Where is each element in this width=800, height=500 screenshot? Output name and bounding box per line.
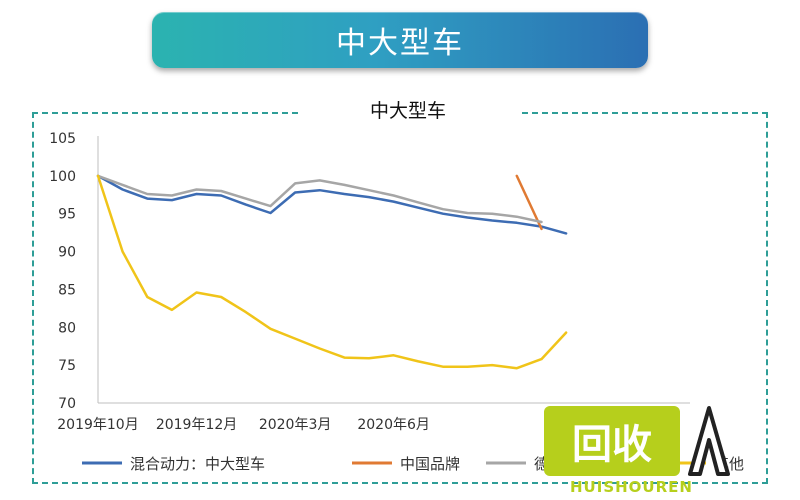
series-line — [96, 174, 568, 370]
chart-title: 中大型车 — [369, 99, 446, 122]
banner-title: 中大型车 — [336, 26, 464, 61]
series-group — [96, 174, 568, 370]
y-tick-label: 80 — [58, 320, 76, 336]
watermark-logo-text: 回收 — [572, 422, 652, 468]
watermark-subtext: HUISHOUREN — [570, 478, 693, 496]
legend-label: 混合动力：中大型车 — [130, 455, 265, 473]
y-tick-label: 70 — [58, 396, 76, 412]
series-group — [96, 174, 568, 235]
chart-series — [96, 174, 568, 370]
y-tick-label: 75 — [58, 358, 76, 374]
chart-title-box: 中大型车 — [298, 92, 518, 126]
x-tick-label: 2019年12月 — [156, 417, 237, 433]
y-tick-label: 95 — [58, 207, 76, 223]
watermark-logo: 回收 — [544, 406, 680, 476]
y-tick-label: 90 — [58, 245, 76, 261]
title-banner: 中大型车 — [152, 12, 648, 68]
y-tick-label: 105 — [49, 131, 76, 147]
y-tick-label: 100 — [49, 169, 76, 185]
chart-axes — [97, 136, 690, 404]
y-tick-label: 85 — [58, 282, 76, 298]
x-tick-label: 2020年6月 — [357, 417, 430, 433]
x-tick-label: 2019年10月 — [57, 417, 138, 433]
recycle-arrow-icon — [688, 406, 730, 476]
watermark: 回收 HUISHOUREN — [536, 400, 796, 500]
x-tick-label: 2020年3月 — [259, 417, 332, 433]
y-tick-labels: 70 75 80 85 90 95 100 105 — [49, 131, 76, 412]
series-line — [96, 174, 568, 235]
legend-label: 中国品牌 — [400, 455, 460, 473]
